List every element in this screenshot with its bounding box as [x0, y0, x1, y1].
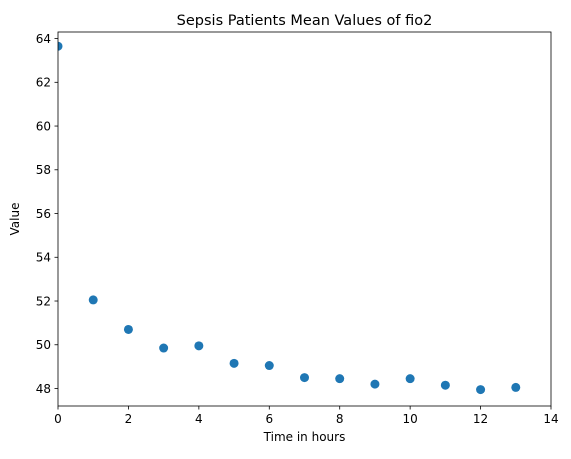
- data-point: [159, 343, 169, 353]
- data-point: [88, 295, 98, 305]
- x-axis-label: Time in hours: [263, 430, 346, 444]
- data-point: [335, 374, 345, 384]
- y-tick-label: 48: [36, 382, 51, 396]
- data-point: [264, 361, 274, 371]
- data-point: [476, 385, 486, 395]
- y-axis-ticks: 48 50 52 54 56 58 60 62 64: [36, 32, 58, 396]
- data-point: [123, 324, 133, 334]
- x-axis-ticks: 0 2 4 6 8 10 12 14: [54, 406, 559, 426]
- x-tick-label: 8: [336, 412, 344, 426]
- y-tick-label: 52: [36, 294, 51, 308]
- y-tick-label: 64: [36, 32, 51, 46]
- data-point: [370, 379, 380, 389]
- chart-title: Sepsis Patients Mean Values of fio2: [177, 13, 433, 29]
- y-tick-label: 58: [36, 163, 51, 177]
- x-tick-label: 6: [265, 412, 273, 426]
- y-tick-label: 62: [36, 76, 51, 90]
- data-point: [300, 373, 309, 383]
- plot-frame: [57, 31, 552, 407]
- x-tick-label: 4: [195, 412, 203, 426]
- data-points: [58, 41, 521, 395]
- x-tick-label: 2: [125, 412, 133, 426]
- data-point: [511, 382, 521, 392]
- y-tick-label: 54: [36, 251, 51, 265]
- x-tick-label: 10: [403, 412, 418, 426]
- data-point: [440, 380, 450, 390]
- data-point: [194, 341, 204, 351]
- y-axis-label: Value: [8, 203, 22, 236]
- y-tick-label: 50: [36, 338, 51, 352]
- data-point: [229, 358, 239, 368]
- x-tick-label: 12: [473, 412, 488, 426]
- data-point: [58, 41, 63, 51]
- x-tick-label: 0: [54, 412, 62, 426]
- x-tick-label: 14: [543, 412, 558, 426]
- data-point: [405, 374, 415, 384]
- y-tick-label: 56: [36, 207, 51, 221]
- y-tick-label: 60: [36, 119, 51, 133]
